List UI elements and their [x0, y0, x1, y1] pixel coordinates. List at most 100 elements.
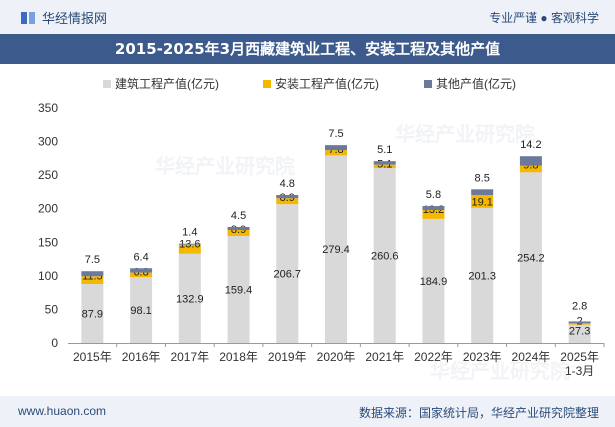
- data-label: 5.8: [426, 189, 441, 201]
- legend-swatch: [103, 80, 111, 88]
- y-tick-label: 50: [45, 302, 59, 316]
- data-label: 2.8: [572, 300, 587, 312]
- legend-swatch: [424, 80, 432, 88]
- y-tick-label: 250: [38, 168, 58, 182]
- data-label: 254.2: [517, 253, 545, 265]
- huajing-logo-icon: [21, 11, 35, 24]
- bar-segment: [81, 271, 104, 277]
- bar-segment: [178, 243, 201, 245]
- bar-segment: [276, 198, 299, 205]
- data-label: 159.4: [225, 284, 253, 296]
- footer-url[interactable]: www.huaon.com: [18, 404, 107, 418]
- watermark: 华经产业研究院: [395, 122, 535, 146]
- footer: www.huaon.com 数据来源：国家统计局，华经产业研究院整理: [0, 396, 615, 427]
- bar-segment: [325, 145, 347, 151]
- bar-segment: [130, 272, 153, 278]
- bar-segment: [178, 244, 201, 254]
- data-label: 8.9: [280, 192, 295, 204]
- data-label: 19.1: [471, 196, 492, 208]
- data-label: 7.5: [328, 128, 343, 140]
- data-label: 7.5: [85, 254, 100, 266]
- bar-segment: [276, 204, 299, 343]
- bar-segment: [519, 165, 542, 173]
- bar-segment: [568, 324, 591, 343]
- y-tick-label: 150: [38, 235, 58, 249]
- chart-title: 2015-2025年3月西藏建筑业工程、安装工程及其他产值: [0, 34, 615, 64]
- legend-swatch: [263, 80, 271, 88]
- data-label: 260.6: [371, 251, 399, 263]
- bar-segment: [568, 323, 591, 325]
- bar-segment: [276, 195, 299, 199]
- bar-segment: [422, 209, 445, 219]
- bar-segment: [373, 164, 396, 169]
- x-tick-label: 2022年: [414, 350, 453, 364]
- x-tick-label: 2020年: [317, 350, 356, 364]
- bar-segment: [130, 277, 153, 343]
- bar-segment: [519, 156, 542, 166]
- x-tick-label: 1-3月: [565, 364, 594, 378]
- brand[interactable]: 华经情报网: [20, 8, 107, 27]
- watermark: 华经产业研究院: [155, 154, 295, 178]
- x-tick-label: 2021年: [365, 350, 404, 364]
- bar-segment: [422, 218, 445, 343]
- y-tick-label: 100: [38, 269, 58, 283]
- data-label: 1.4: [182, 227, 197, 239]
- footer-source: 数据来源：国家统计局，华经产业研究院整理: [358, 406, 599, 420]
- x-tick-label: 2017年: [170, 350, 209, 364]
- x-tick-label: 2018年: [219, 350, 258, 364]
- data-label: 87.9: [82, 308, 103, 320]
- data-label: 6.4: [133, 251, 148, 263]
- data-label: 98.1: [130, 305, 151, 317]
- bar-segment: [81, 283, 104, 343]
- legend-label: 建筑工程产值(亿元): [115, 76, 219, 91]
- bar-segment: [373, 161, 396, 165]
- bar-segment: [373, 168, 396, 343]
- x-axis: 2015年 2016年 2017年 2018年 2019年 2020年 2021年 2022年…: [68, 343, 605, 378]
- data-label: 132.9: [176, 293, 204, 305]
- data-label: 2: [577, 315, 583, 327]
- y-tick-label: 0: [51, 336, 58, 350]
- bar-segment: [227, 229, 250, 236]
- data-label: 27.3: [569, 326, 590, 338]
- bar-segment: [325, 155, 347, 343]
- y-axis: 0 50 100 150 200 250 300 350: [38, 101, 58, 350]
- bars: 87.911.57.598.16.86.4132.913.61.4159.48.…: [81, 128, 591, 343]
- legend: 建筑工程产值(亿元) 安装工程产值(亿元) 其他产值(亿元): [103, 76, 516, 91]
- data-label: 4.5: [231, 210, 246, 222]
- y-tick-label: 200: [38, 202, 58, 216]
- legend-label: 其他产值(亿元): [436, 76, 516, 91]
- bar-segment: [422, 206, 445, 210]
- top-bar: 华经情报网 专业严谨 ● 客观科学: [0, 0, 615, 34]
- x-tick-label: 2016年: [122, 350, 161, 364]
- slogan: 专业严谨 ● 客观科学: [489, 11, 599, 25]
- data-label: 206.7: [274, 269, 302, 281]
- bar-segment: [519, 172, 542, 343]
- stacked-bar-chart: 建筑工程产值(亿元) 安装工程产值(亿元) 其他产值(亿元) 0 50 100 150 20…: [38, 76, 605, 378]
- data-label: 4.8: [280, 178, 295, 190]
- bar-segment: [227, 226, 250, 230]
- data-label: 184.9: [420, 276, 448, 288]
- bar-segment: [325, 150, 347, 156]
- bar-segment: [178, 253, 201, 343]
- x-tick-label: 2015年: [73, 350, 112, 364]
- bar-segment: [471, 195, 494, 208]
- data-label: 14.2: [520, 139, 541, 151]
- bar-segment: [568, 321, 591, 324]
- data-label: 8.5: [475, 172, 490, 184]
- data-label: 279.4: [322, 244, 350, 256]
- data-label: 5.1: [377, 144, 392, 156]
- bar-segment: [471, 207, 494, 343]
- bar-segment: [81, 276, 104, 284]
- bar-segment: [471, 189, 494, 196]
- watermark: 华经产业研究院: [430, 359, 570, 383]
- brand-name: 华经情报网: [42, 11, 108, 26]
- x-tick-label: 2023年: [463, 350, 502, 364]
- bar-segment: [227, 235, 250, 343]
- data-label: 201.3: [468, 270, 496, 282]
- x-tick-label: 2019年: [268, 350, 307, 364]
- x-tick-label: 2024年: [512, 350, 551, 364]
- legend-label: 安装工程产值(亿元): [275, 76, 379, 91]
- bar-segment: [130, 268, 153, 273]
- x-tick-label: 2025年: [560, 350, 599, 364]
- y-tick-label: 350: [38, 101, 58, 115]
